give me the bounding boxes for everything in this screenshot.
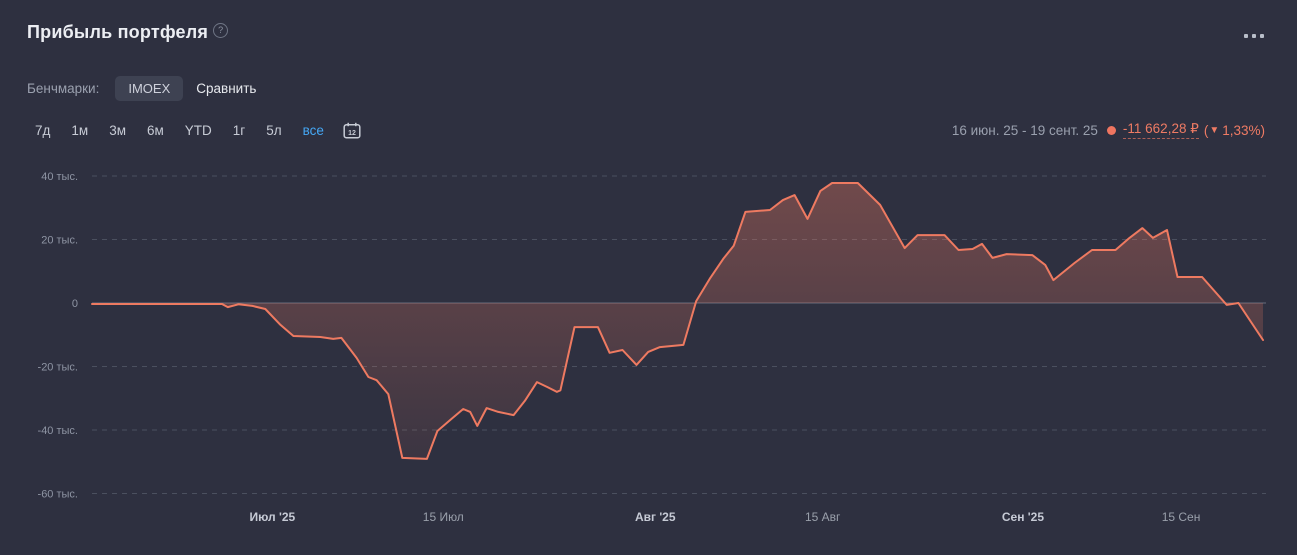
- svg-text:Июл '25: Июл '25: [249, 510, 295, 524]
- svg-text:0: 0: [72, 298, 78, 310]
- benchmarks-label: Бенчмарки:: [27, 81, 100, 96]
- title-row: Прибыль портфеля ?: [27, 22, 1267, 43]
- down-triangle-icon: ▼: [1209, 125, 1220, 136]
- svg-text:-20 тыс.: -20 тыс.: [38, 362, 78, 374]
- calendar-button[interactable]: 12: [343, 122, 361, 139]
- svg-text:15 Сен: 15 Сен: [1162, 510, 1201, 524]
- compare-button[interactable]: Сравнить: [196, 81, 257, 96]
- period-label: 16 июн. 25 - 19 сент. 25: [951, 122, 1098, 138]
- range-selector: 7д 1м 3м 6м YTD 1г 5л все: [35, 123, 324, 138]
- percent-open: (: [1203, 122, 1209, 138]
- more-menu-button[interactable]: [1241, 31, 1267, 41]
- percent-close: ): [1260, 122, 1266, 138]
- series-dot-icon: [1106, 125, 1116, 135]
- help-icon[interactable]: ?: [213, 23, 229, 38]
- range-button-1м[interactable]: 1м: [71, 122, 89, 138]
- range-row: 7д 1м 3м 6м YTD 1г 5л все 12 16 июн. 25 - 19 се…: [35, 119, 1265, 141]
- page-title: Прибыль портфеля: [27, 22, 209, 42]
- benchmarks-row: Бенчмарки: IMOEX Сравнить: [27, 76, 256, 101]
- range-button-5л[interactable]: 5л: [266, 122, 282, 138]
- range-button-3м[interactable]: 3м: [109, 122, 126, 138]
- svg-text:40 тыс.: 40 тыс.: [41, 171, 78, 183]
- period-block: 16 июн. 25 - 19 сент. 25 -11 662,28 ₽ (▼…: [952, 121, 1265, 139]
- calendar-day-label: 12: [348, 130, 356, 137]
- range-button-1г[interactable]: 1г: [232, 122, 246, 138]
- svg-text:Сен '25: Сен '25: [1002, 510, 1044, 524]
- svg-text:-40 тыс.: -40 тыс.: [38, 425, 78, 437]
- svg-text:Авг '25: Авг '25: [635, 510, 676, 524]
- calendar-icon: 12: [343, 122, 361, 139]
- svg-text:15 Июл: 15 Июл: [423, 510, 464, 524]
- dot-icon: [1260, 34, 1264, 38]
- svg-text:-60 тыс.: -60 тыс.: [38, 489, 78, 501]
- range-button-YTD[interactable]: YTD: [184, 122, 212, 138]
- profit-percent: (▼ 1,33%): [1204, 123, 1265, 138]
- svg-text:20 тыс.: 20 тыс.: [41, 235, 78, 247]
- percent-value: 1,33%: [1222, 122, 1261, 138]
- dot-icon: [1252, 34, 1256, 38]
- dot-icon: [1244, 34, 1248, 38]
- range-button-все[interactable]: все: [302, 122, 324, 138]
- benchmark-imoex-button[interactable]: IMOEX: [115, 76, 184, 101]
- range-button-6м[interactable]: 6м: [146, 122, 164, 138]
- svg-text:15 Авг: 15 Авг: [805, 510, 841, 524]
- profit-value[interactable]: -11 662,28 ₽: [1122, 121, 1199, 139]
- range-button-7д[interactable]: 7д: [35, 122, 51, 138]
